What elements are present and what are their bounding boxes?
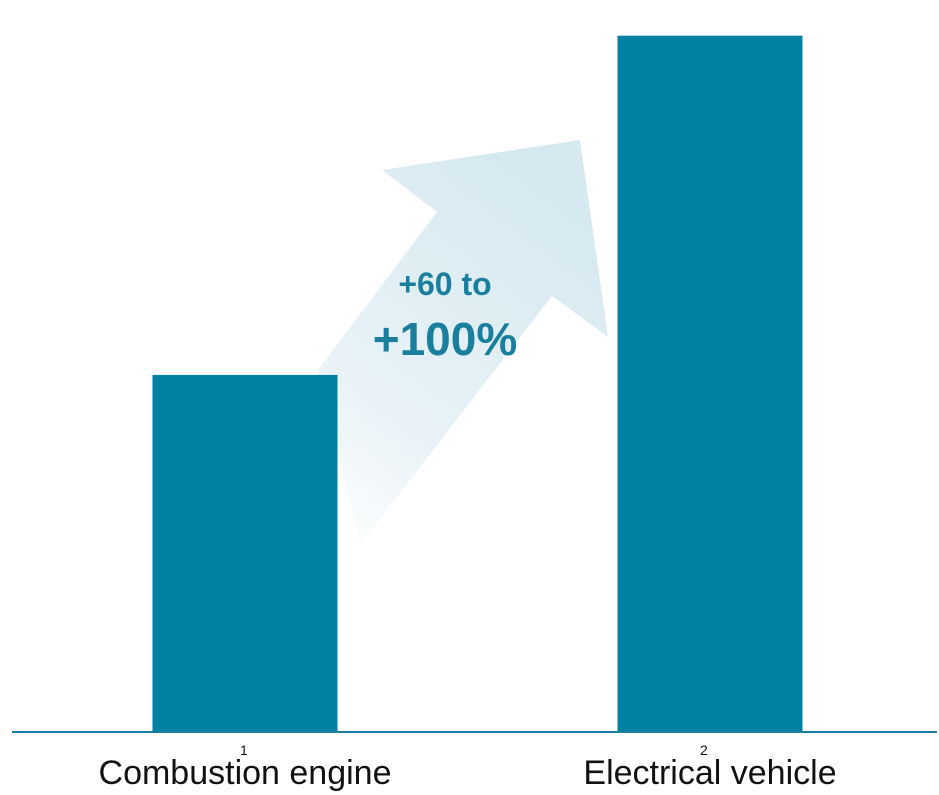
bar-combustion-engine — [152, 374, 338, 732]
annotation-range-end: +100% — [372, 313, 518, 365]
growth-arrow — [318, 140, 608, 545]
footnote-marker-1: 1 — [240, 742, 248, 758]
bars-group — [152, 35, 803, 732]
x-tick-label-electrical-vehicle: Electrical vehicle — [583, 754, 837, 792]
bar-electrical-vehicle — [617, 35, 803, 732]
annotation-range-start: +60 to — [398, 266, 492, 302]
x-tick-label-combustion-engine: Combustion engine — [98, 754, 392, 792]
footnote-marker-2: 2 — [700, 742, 708, 758]
